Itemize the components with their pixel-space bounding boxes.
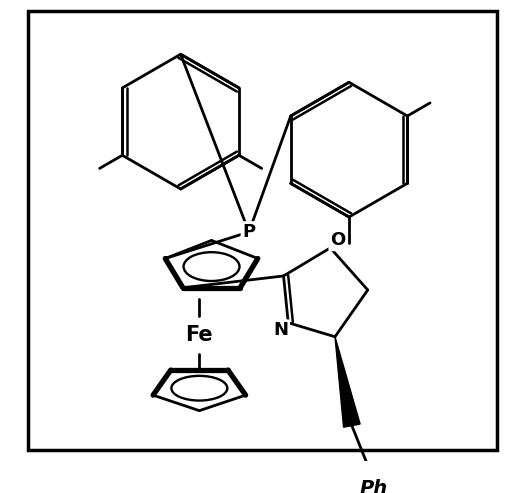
Text: Fe: Fe: [185, 325, 213, 345]
Text: Ph: Ph: [359, 479, 387, 493]
Text: N: N: [273, 321, 288, 339]
Text: P: P: [243, 223, 256, 241]
Text: O: O: [330, 231, 345, 249]
Polygon shape: [335, 337, 360, 427]
